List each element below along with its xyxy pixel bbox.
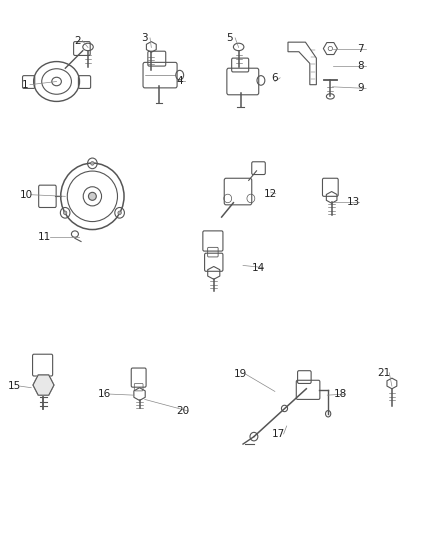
Text: 21: 21	[378, 368, 391, 378]
Text: 6: 6	[272, 73, 278, 83]
Text: 16: 16	[98, 389, 111, 399]
Polygon shape	[33, 375, 54, 395]
Text: 4: 4	[177, 77, 183, 86]
Text: 2: 2	[74, 36, 81, 45]
Text: 18: 18	[334, 389, 347, 399]
Ellipse shape	[88, 192, 96, 200]
Text: 3: 3	[141, 33, 148, 43]
Text: 14: 14	[252, 263, 265, 272]
Text: 12: 12	[264, 189, 277, 199]
Ellipse shape	[64, 211, 67, 215]
Text: 9: 9	[357, 83, 364, 93]
Text: 1: 1	[21, 80, 28, 90]
Text: 10: 10	[19, 190, 32, 200]
Text: 11: 11	[38, 232, 51, 243]
Text: 5: 5	[226, 33, 233, 43]
Text: 17: 17	[272, 429, 285, 439]
Text: 7: 7	[357, 44, 364, 53]
Text: 13: 13	[347, 197, 360, 207]
Ellipse shape	[118, 211, 121, 215]
Text: 8: 8	[357, 61, 364, 70]
Ellipse shape	[91, 161, 94, 165]
Text: 20: 20	[177, 406, 190, 416]
Text: 15: 15	[8, 381, 21, 391]
Text: 19: 19	[233, 369, 247, 379]
